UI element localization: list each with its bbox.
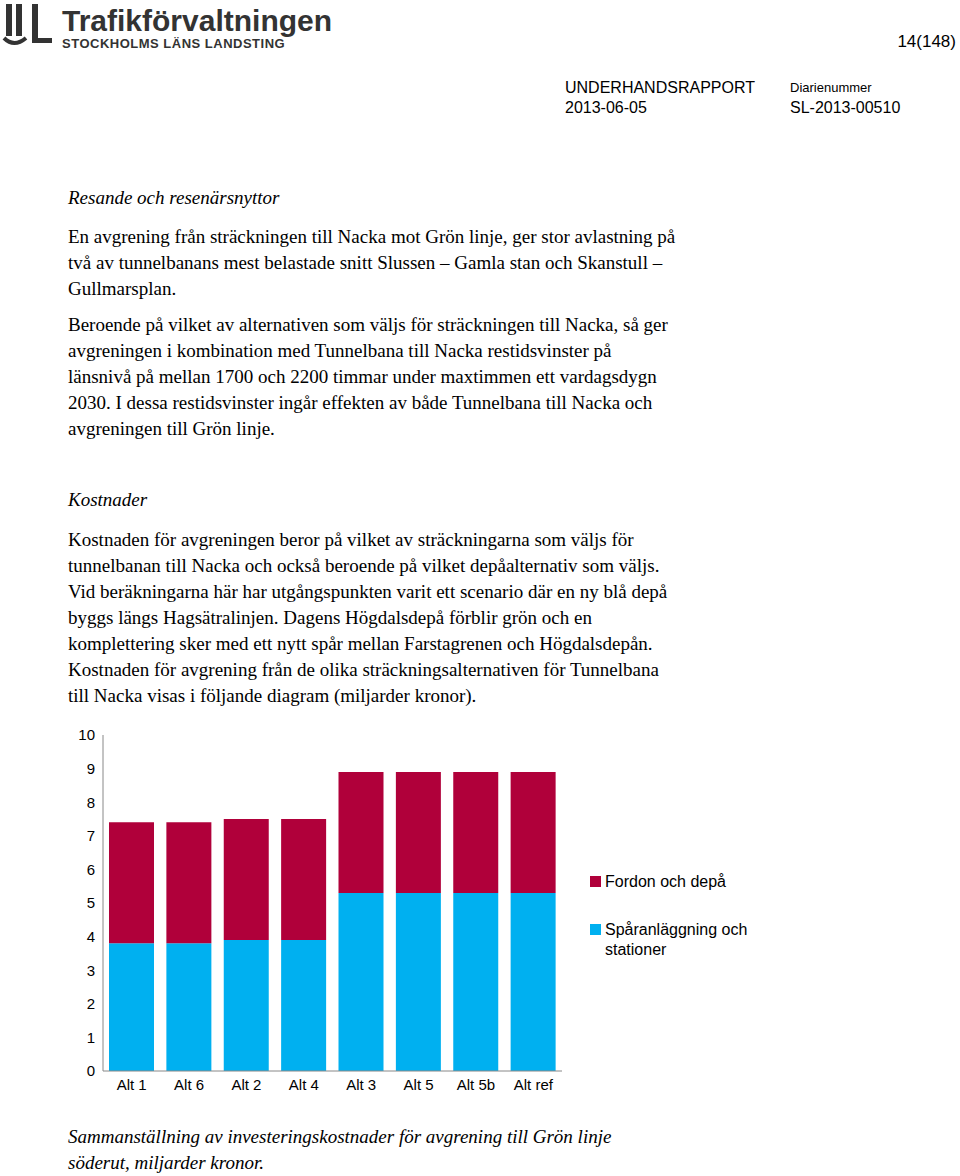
- svg-text:1: 1: [87, 1029, 95, 1046]
- svg-text:Alt 5: Alt 5: [404, 1076, 434, 1093]
- html-text:tunnelbanan till Nacka och ock: tunnelbanan till Nacka och också beroend…: [68, 555, 660, 576]
- html-text:två av tunnelbanans mest belas: två av tunnelbanans mest belastade snitt…: [68, 252, 663, 273]
- html-text:avgreningen i kombination med: avgreningen i kombination med Tunnelbana…: [68, 340, 612, 361]
- html-text:14(148): 14(148): [897, 32, 956, 51]
- html-text:2013-06-05: 2013-06-05: [565, 99, 647, 116]
- html-text:avgreningen till Grön linje.: avgreningen till Grön linje.: [68, 418, 275, 439]
- svg-text:4: 4: [87, 928, 95, 945]
- html-text:Gullmarsplan.: Gullmarsplan.: [68, 278, 177, 299]
- html-text:Sammanställning av investering: Sammanställning av investeringskostnader…: [68, 1126, 612, 1147]
- html-text:Vid beräkningarna här har utgå: Vid beräkningarna här har utgångspunkten…: [68, 581, 668, 602]
- svg-text:7: 7: [87, 827, 95, 844]
- svg-text:Alt 2: Alt 2: [231, 1076, 261, 1093]
- html-text:Kostnader: Kostnader: [68, 489, 148, 510]
- html-text:En avgrening från sträckningen: En avgrening från sträckningen till Nack…: [68, 226, 676, 247]
- html-text:komplettering sker med ett nyt: komplettering sker med ett nytt spår mel…: [68, 633, 653, 654]
- svg-text:Alt ref: Alt ref: [514, 1076, 554, 1093]
- svg-text:9: 9: [87, 760, 95, 777]
- svg-text:10: 10: [78, 726, 95, 743]
- svg-text:Alt 4: Alt 4: [289, 1076, 319, 1093]
- html-text:Beroende på vilket av alternat: Beroende på vilket av alternativen som v…: [68, 314, 668, 335]
- html-text:söderut, miljarder kronor.: söderut, miljarder kronor.: [68, 1152, 264, 1173]
- svg-text:3: 3: [87, 962, 95, 979]
- html-text:Diarienummer: Diarienummer: [790, 80, 872, 95]
- html-text:Fordon och depå: Fordon och depå: [605, 873, 726, 890]
- html-text:UNDERHANDSRAPPORT: UNDERHANDSRAPPORT: [565, 79, 755, 96]
- html-text:SL-2013-00510: SL-2013-00510: [790, 99, 901, 116]
- svg-text:Alt 6: Alt 6: [174, 1076, 204, 1093]
- svg-text:Alt 1: Alt 1: [117, 1076, 147, 1093]
- svg-text:Alt 5b: Alt 5b: [457, 1076, 495, 1093]
- html-text:till Nacka visas i följande di: till Nacka visas i följande diagram (mil…: [68, 685, 477, 706]
- svg-text:5: 5: [87, 894, 95, 911]
- html-text:Resande och resenärsnyttor: Resande och resenärsnyttor: [68, 187, 280, 208]
- svg-text:8: 8: [87, 794, 95, 811]
- svg-text:2: 2: [87, 995, 95, 1012]
- svg-text:Alt 3: Alt 3: [346, 1076, 376, 1093]
- html-text:Trafikförvaltningen: Trafikförvaltningen: [62, 4, 332, 37]
- html-text:2030. I dessa restidsvinster i: 2030. I dessa restidsvinster ingår effek…: [68, 392, 653, 413]
- svg-text:0: 0: [87, 1062, 95, 1079]
- html-text:STOCKHOLMS LÄNS LANDSTING: STOCKHOLMS LÄNS LANDSTING: [62, 36, 286, 51]
- html-text:byggs längs Hagsätralinjen. Da: byggs längs Hagsätralinjen. Dagens Högda…: [68, 607, 592, 628]
- html-text:länsnivå på mellan 1700 och 22: länsnivå på mellan 1700 och 2200 timmar …: [68, 366, 657, 387]
- html-text:Kostnaden för avgreningen bero: Kostnaden för avgreningen beror på vilke…: [68, 529, 634, 550]
- html-text:Kostnaden för avgrening från d: Kostnaden för avgrening från de olika st…: [68, 659, 659, 680]
- svg-text:6: 6: [87, 861, 95, 878]
- html-text:Spåranläggning och stationer: Spåranläggning och stationer: [605, 921, 748, 958]
